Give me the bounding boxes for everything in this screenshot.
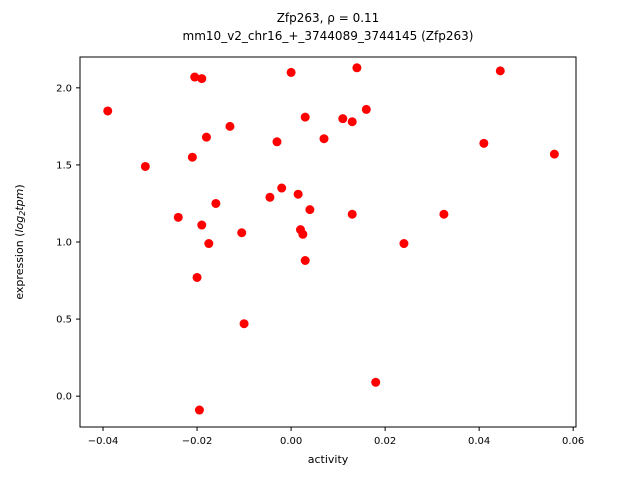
data-point: [194, 405, 204, 415]
data-point: [347, 209, 357, 219]
data-point: [347, 117, 357, 127]
y-tick-label: 1.5: [56, 160, 72, 171]
y-axis-label: expression (log2​tpm): [13, 184, 27, 299]
data-point: [187, 152, 197, 162]
y-tick-label: 1.0: [56, 238, 72, 249]
data-point: [197, 74, 207, 84]
data-point: [371, 377, 381, 387]
y-tick-label: 0.5: [56, 315, 72, 326]
data-point: [192, 272, 202, 282]
data-point: [352, 63, 362, 73]
data-point: [439, 209, 449, 219]
data-point: [173, 212, 183, 222]
data-point: [300, 112, 310, 122]
x-tick-label: 0.00: [280, 436, 302, 447]
data-point: [549, 149, 559, 159]
y-axis-ticks: 0.0 0.5 1.0 1.5 2.0: [56, 83, 80, 403]
data-point: [140, 161, 150, 171]
data-point: [225, 121, 235, 131]
y-tick-label: 0.0: [56, 392, 72, 403]
data-point: [399, 239, 409, 249]
chart-title: Zfp263, ρ = 0.11: [277, 11, 380, 25]
data-point: [305, 205, 315, 215]
data-point: [298, 229, 308, 239]
data-point: [361, 104, 371, 114]
y-tick-label: 2.0: [56, 83, 72, 94]
data-points: [103, 63, 559, 415]
data-point: [204, 239, 214, 249]
x-tick-label: −0.02: [182, 436, 213, 447]
chart-subtitle: mm10_v2_chr16_+_3744089_3744145 (Zfp263): [183, 29, 474, 43]
x-tick-label: 0.02: [374, 436, 396, 447]
data-point: [277, 183, 287, 193]
x-tick-label: 0.06: [562, 436, 584, 447]
data-point: [293, 189, 303, 199]
x-tick-label: −0.04: [88, 436, 119, 447]
data-point: [190, 72, 200, 82]
data-point: [286, 67, 296, 77]
data-point: [300, 256, 310, 265]
data-point: [237, 228, 247, 238]
data-point: [103, 106, 113, 116]
data-point: [265, 192, 275, 202]
data-point: [201, 132, 211, 142]
data-point: [319, 134, 329, 144]
data-point: [338, 114, 348, 124]
data-point: [239, 319, 249, 329]
x-axis-label: activity: [308, 453, 349, 466]
data-point: [272, 137, 282, 147]
x-tick-label: 0.04: [468, 436, 490, 447]
data-point: [479, 138, 489, 148]
data-point: [197, 220, 207, 230]
x-axis-ticks: −0.04 −0.02 0.00 0.02 0.04 0.06: [88, 427, 584, 447]
plot-border: [79, 56, 577, 428]
data-point: [211, 198, 221, 208]
data-point: [495, 66, 505, 76]
